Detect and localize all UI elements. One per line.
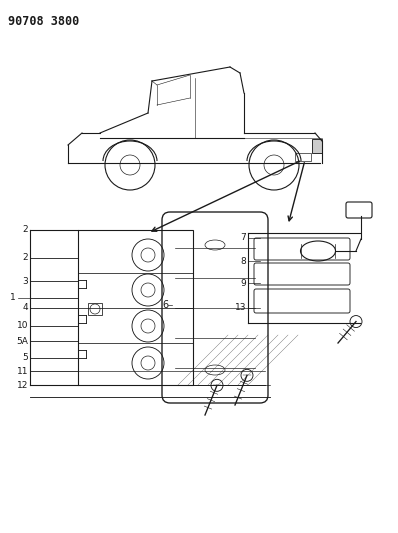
Text: 7: 7 bbox=[240, 233, 246, 243]
Text: 11: 11 bbox=[16, 367, 28, 376]
Text: 5: 5 bbox=[22, 353, 28, 362]
Text: 12: 12 bbox=[17, 381, 28, 390]
Bar bbox=[78, 230, 193, 385]
Text: 1: 1 bbox=[10, 294, 16, 303]
Text: 2: 2 bbox=[22, 225, 28, 235]
Bar bbox=[312, 139, 322, 153]
Text: 9: 9 bbox=[240, 279, 246, 287]
Text: 10: 10 bbox=[16, 321, 28, 330]
Text: 13: 13 bbox=[234, 303, 246, 312]
Text: 90708 3800: 90708 3800 bbox=[8, 15, 79, 28]
Text: 6: 6 bbox=[162, 300, 168, 310]
Text: 4: 4 bbox=[22, 303, 28, 312]
Text: 3: 3 bbox=[22, 277, 28, 286]
Bar bbox=[295, 153, 311, 161]
Text: 2: 2 bbox=[22, 254, 28, 262]
Bar bbox=[88, 303, 102, 315]
Text: 8: 8 bbox=[240, 256, 246, 265]
Text: 5A: 5A bbox=[16, 336, 28, 345]
